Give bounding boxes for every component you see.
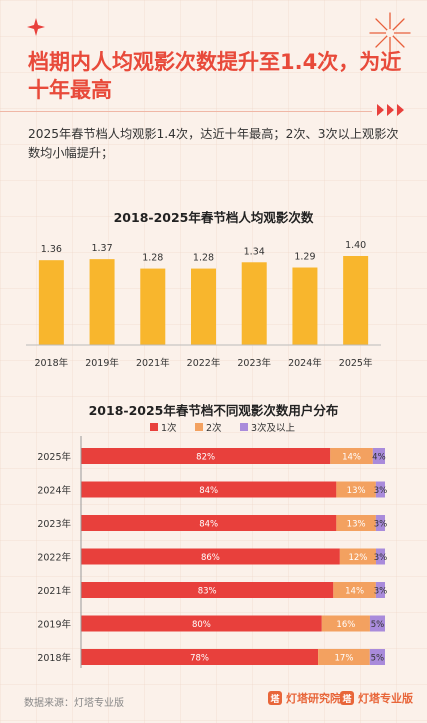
bar-segment [81, 582, 334, 598]
bar-segment [336, 481, 376, 498]
segment-value-label: 82% [196, 453, 215, 463]
brand-pro-label: 灯塔专业版 [358, 692, 413, 705]
segment-value-label: 17% [335, 654, 354, 664]
segment-value-label: 86% [201, 553, 220, 563]
bar-value-label: 1.34 [244, 246, 265, 257]
bar [292, 267, 318, 345]
x-tick-label: 2021年 [136, 357, 170, 369]
segment-value-label: 84% [199, 520, 218, 530]
bar-segment [369, 615, 385, 632]
page-title: 档期内人均观影次数提升至1.4次，为近十年最高 [28, 50, 402, 102]
bar-value-label: 1.37 [91, 243, 112, 254]
segment-value-label: 84% [199, 486, 218, 496]
bar-segment [81, 615, 322, 632]
bar-value-label: 1.36 [41, 244, 62, 255]
x-tick-label: 2022年 [187, 357, 221, 369]
bar-value-label: 1.28 [142, 253, 163, 264]
segment-value-label: 12% [348, 553, 367, 563]
bar [140, 268, 166, 345]
segment-value-label: 80% [192, 620, 211, 630]
segment-value-label: 3% [374, 486, 388, 496]
legend-label: 3次及以上 [251, 422, 296, 434]
bar-segment [336, 515, 376, 531]
bar-segment [321, 615, 370, 632]
bar-segment [372, 448, 385, 464]
x-tick-label: 2023年 [237, 357, 271, 369]
divider-line [0, 111, 372, 112]
bar [191, 268, 216, 345]
segment-value-label: 14% [345, 587, 364, 597]
chart2-plot: 2025年 82% 14% 4% 2024年 84% 13% 3% 2023年 84% 13% 3% 2… [37, 436, 388, 668]
chart1-plot: 1.36 2018年 1.37 2019年 1.28 2021年 1.28 2022年 1.34… [26, 240, 381, 369]
bar-segment [375, 548, 385, 565]
bar-segment [369, 649, 385, 665]
bar-segment [375, 582, 385, 598]
segment-value-label: 3% [374, 587, 388, 597]
bar-segment [339, 548, 376, 565]
x-tick-label: 2024年 [288, 357, 322, 369]
legend-label: 1次 [161, 422, 177, 434]
y-tick-label: 2022年 [37, 552, 71, 564]
y-tick-label: 2023年 [37, 518, 71, 530]
bar-segment [375, 481, 385, 498]
x-tick-label: 2019年 [85, 357, 119, 369]
sparkle-icon [27, 18, 45, 36]
segment-value-label: 14% [342, 453, 361, 463]
chart1-title: 2018-2025年春节档人均观影次数 [113, 210, 314, 225]
brand-research: 塔 灯塔研究院 [268, 690, 341, 706]
arrows-icon [377, 104, 404, 116]
firework-icon [369, 12, 411, 54]
y-tick-label: 2025年 [37, 451, 71, 463]
data-source: 数据来源：灯塔专业版 [24, 698, 124, 709]
bar-segment [81, 448, 331, 464]
bar-segment [81, 481, 337, 498]
y-tick-label: 2019年 [37, 619, 71, 631]
segment-value-label: 3% [374, 553, 388, 563]
bar-segment [333, 582, 376, 598]
x-tick-label: 2025年 [339, 357, 373, 369]
bar-segment [81, 548, 340, 565]
bar-segment [375, 515, 385, 531]
chart2-legend: 1次 2次 3次及以上 [150, 422, 296, 434]
bar [38, 260, 64, 345]
bar-value-label: 1.40 [345, 240, 366, 251]
lighthouse-icon: 塔 [340, 691, 354, 705]
bar-segment [330, 448, 373, 464]
bar-value-label: 1.28 [193, 253, 214, 264]
chart2-title: 2018-2025年春节档不同观影次数用户分布 [88, 403, 339, 418]
segment-value-label: 3% [374, 520, 388, 530]
page-subtitle: 2025年春节档人均观影1.4次，达近十年最高；2次、3次以上观影次数均小幅提升… [28, 127, 399, 160]
legend-swatch [150, 423, 158, 431]
bar-segment [81, 649, 319, 665]
legend-label: 2次 [206, 422, 222, 434]
bar-value-label: 1.29 [294, 252, 315, 263]
legend-swatch [240, 423, 248, 431]
brand-pro: 塔 灯塔专业版 [340, 690, 413, 706]
lighthouse-icon: 塔 [268, 691, 282, 705]
y-tick-label: 2024年 [37, 485, 71, 497]
bar [89, 259, 115, 345]
bar-segment [81, 515, 337, 531]
bar [241, 262, 267, 345]
bar-segment [318, 649, 370, 665]
x-tick-label: 2018年 [35, 357, 69, 369]
segment-value-label: 13% [347, 486, 366, 496]
segment-value-label: 5% [371, 654, 385, 664]
segment-value-label: 4% [372, 453, 386, 463]
segment-value-label: 83% [198, 587, 217, 597]
brand-research-label: 灯塔研究院 [286, 692, 341, 705]
segment-value-label: 5% [371, 620, 385, 630]
y-tick-label: 2018年 [37, 652, 71, 664]
segment-value-label: 16% [336, 620, 355, 630]
y-tick-label: 2021年 [37, 585, 71, 597]
bar [343, 256, 369, 345]
segment-value-label: 13% [347, 520, 366, 530]
segment-value-label: 78% [190, 654, 209, 664]
legend-swatch [195, 423, 203, 431]
